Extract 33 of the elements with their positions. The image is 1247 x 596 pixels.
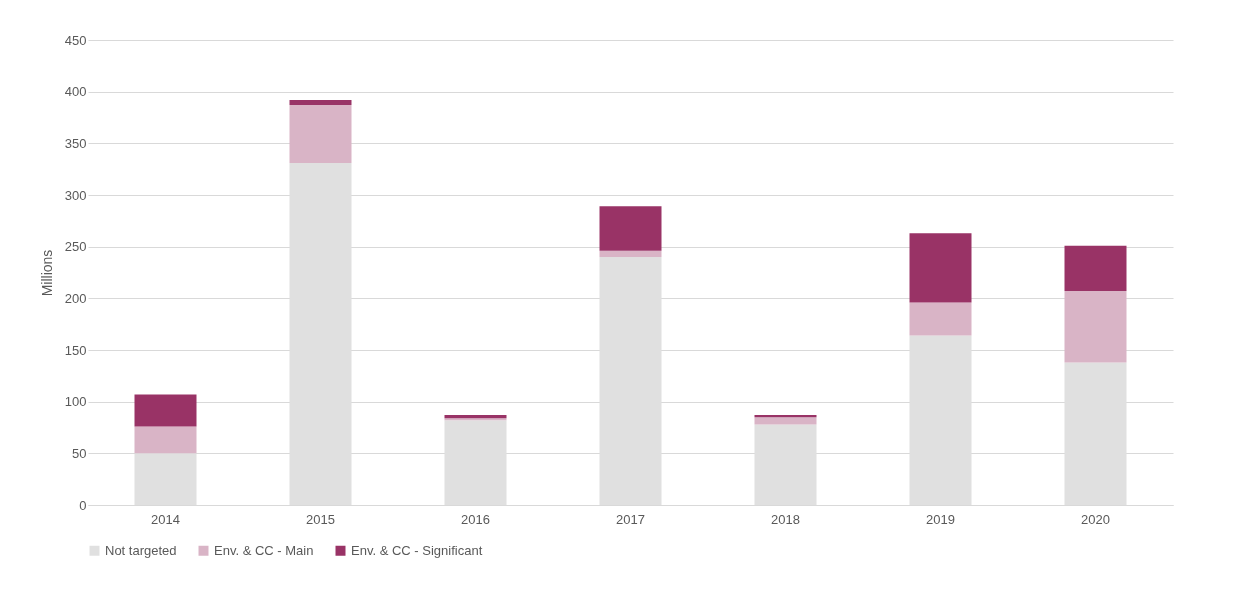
y-tick-label: 450 <box>64 32 87 48</box>
y-tick-label: 400 <box>64 84 87 100</box>
legend-label: Env. & CC - Significant <box>351 542 483 558</box>
legend-label: Env. & CC - Main <box>214 542 314 558</box>
bar <box>599 206 662 251</box>
bar <box>134 394 197 427</box>
y-tick-label: 0 <box>79 497 87 513</box>
y-tick-label: 350 <box>64 135 87 151</box>
bar <box>289 105 352 163</box>
bar <box>909 302 972 336</box>
y-tick-label: 150 <box>64 342 87 358</box>
x-tick-label: 2016 <box>461 511 490 527</box>
y-tick-label: 200 <box>64 290 87 306</box>
y-axis-title: Millions <box>38 249 55 297</box>
x-tick-label: 2020 <box>1081 511 1110 527</box>
x-tick-label: 2014 <box>151 511 180 527</box>
bar <box>134 426 197 454</box>
bar <box>1064 291 1127 363</box>
bar <box>754 415 817 418</box>
y-tick-label: 50 <box>72 445 87 461</box>
bar <box>754 417 817 425</box>
x-tick-label: 2015 <box>306 511 335 527</box>
x-tick-label: 2017 <box>616 511 645 527</box>
bar <box>909 233 972 303</box>
bar <box>1064 245 1127 292</box>
x-tick-label: 2019 <box>926 511 955 527</box>
y-tick-label: 300 <box>64 187 87 203</box>
legend-label: Not targeted <box>105 542 177 558</box>
bar <box>289 99 352 106</box>
x-tick-label: 2018 <box>771 511 800 527</box>
y-tick-label: 250 <box>64 239 87 255</box>
bar <box>599 250 662 257</box>
y-tick-label: 100 <box>64 394 87 410</box>
